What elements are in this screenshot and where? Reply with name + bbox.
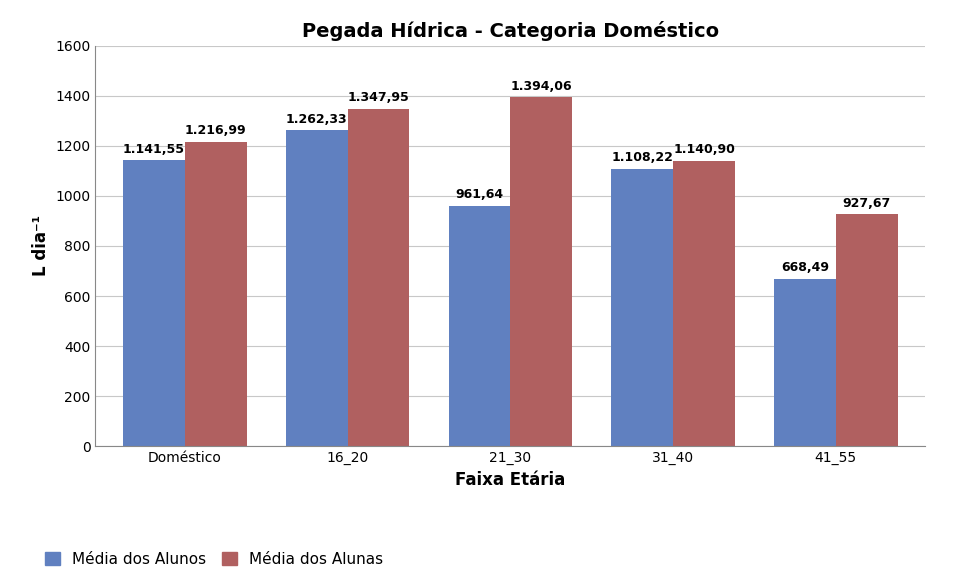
Bar (123, 161, 185, 446)
Bar (510, 97, 572, 446)
Bar (673, 161, 734, 446)
Text: 1.141,55: 1.141,55 (123, 143, 185, 156)
Y-axis label: L dia⁻¹: L dia⁻¹ (31, 216, 50, 276)
Bar (773, 279, 835, 446)
Title: Pegada Hídrica - Categoria Doméstico: Pegada Hídrica - Categoria Doméstico (301, 21, 719, 41)
Text: 1.140,90: 1.140,90 (673, 143, 734, 156)
X-axis label: Faixa Etária: Faixa Etária (455, 471, 565, 488)
Bar (611, 169, 673, 446)
Text: 1.108,22: 1.108,22 (611, 152, 673, 164)
Bar (347, 109, 409, 446)
Text: 1.216,99: 1.216,99 (185, 124, 247, 137)
Text: 927,67: 927,67 (841, 197, 890, 209)
Bar (835, 214, 897, 446)
Text: 1.347,95: 1.347,95 (347, 92, 409, 104)
Text: 1.394,06: 1.394,06 (510, 80, 572, 93)
Bar (448, 205, 510, 446)
Text: 1.262,33: 1.262,33 (286, 113, 347, 126)
Text: 961,64: 961,64 (455, 188, 503, 201)
Bar (185, 142, 247, 446)
Text: 668,49: 668,49 (781, 261, 828, 275)
Bar (286, 130, 347, 446)
Legend: Média dos Alunos, Média dos Alunas: Média dos Alunos, Média dos Alunas (45, 551, 383, 567)
